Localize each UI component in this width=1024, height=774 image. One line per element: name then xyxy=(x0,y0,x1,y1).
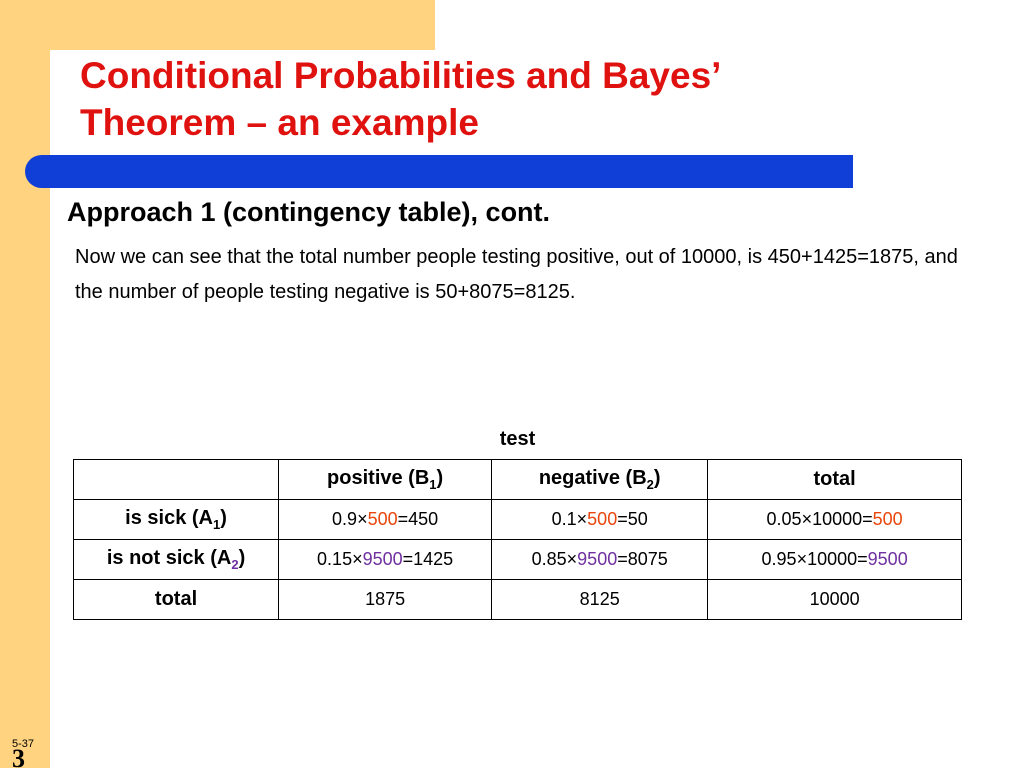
cell-text: 9500 xyxy=(867,549,908,569)
header-cell: negative (B2) xyxy=(491,459,709,500)
cell-text: ) xyxy=(436,467,444,489)
cell-text: =50 xyxy=(617,509,648,529)
table-row: is not sick (A2) 0.15×9500=1425 0.85×9500=… xyxy=(72,539,962,580)
cell-text: 500 xyxy=(587,509,618,529)
table-cell: 0.05×10000=500 xyxy=(707,499,962,540)
cell-text: total xyxy=(813,468,856,490)
blue-bar xyxy=(25,155,853,188)
cell-text: 0.1× xyxy=(551,509,588,529)
cell-text: 1 xyxy=(213,517,221,532)
cell-text: 8125 xyxy=(579,589,620,609)
cell-text: 0.15× xyxy=(317,549,363,569)
header-row: positive (B1) negative (B2) total xyxy=(72,459,962,500)
cell-text: =1425 xyxy=(402,549,454,569)
row-label: is sick (A1) xyxy=(72,499,280,540)
cell-text: 1875 xyxy=(365,589,406,609)
cell-text: 9500 xyxy=(362,549,403,569)
cell-text: =450 xyxy=(397,509,439,529)
table-cell: 0.9×500=450 xyxy=(278,499,493,540)
header-cell: positive (B1) xyxy=(278,459,493,500)
cell-text: ) xyxy=(220,507,227,529)
header-cell: total xyxy=(707,459,962,500)
cell-text: 2 xyxy=(231,557,239,572)
table-cell: 0.15×9500=1425 xyxy=(278,539,493,580)
cell-text: 9500 xyxy=(577,549,618,569)
contingency-table: positive (B1) negative (B2) total is sick (… xyxy=(72,459,962,620)
cell-text: positive (B xyxy=(327,467,430,489)
cell-text: is not sick (A xyxy=(106,547,232,569)
table-cell: 8125 xyxy=(491,579,709,620)
paragraph: Now we can see that the total number peo… xyxy=(75,246,958,303)
row-label: total xyxy=(72,579,280,620)
cell-text: 2 xyxy=(646,477,654,492)
cell-text: 0.95×10000= xyxy=(761,549,868,569)
header-cell xyxy=(72,459,280,500)
cell-text: 0.05×10000= xyxy=(766,509,873,529)
cell-text: 0.85× xyxy=(531,549,578,569)
cell-text: 0.9× xyxy=(332,509,368,529)
cell-text: is sick (A xyxy=(125,507,213,529)
table-cell: 1875 xyxy=(278,579,493,620)
table-cell: 10000 xyxy=(707,579,962,620)
table-row: total 1875 8125 10000 xyxy=(72,579,962,620)
cell-text: total xyxy=(154,588,198,610)
table-cell: 0.85×9500=8075 xyxy=(491,539,709,580)
row-label: is not sick (A2) xyxy=(72,539,280,580)
table-cell: 0.1×500=50 xyxy=(491,499,709,540)
cell-text: ) xyxy=(653,467,661,489)
subtitle: Approach 1 (contingency table), cont. xyxy=(67,197,551,227)
logo: 3 xyxy=(12,744,25,773)
title: Conditional Probabilities and Bayes’ The… xyxy=(80,55,720,143)
top-band xyxy=(0,0,435,50)
cell-text: =8075 xyxy=(617,549,668,569)
table-cell: 0.95×10000=9500 xyxy=(707,539,962,580)
table-row: is sick (A1) 0.9×500=450 0.1×500=50 0.05×10… xyxy=(72,499,962,540)
cell-text: 10000 xyxy=(809,589,860,609)
cell-text: negative (B xyxy=(538,467,647,489)
slide-number: 5-37 xyxy=(12,738,35,750)
cell-text: 500 xyxy=(872,509,903,529)
cell-text: 1 xyxy=(429,477,437,492)
left-band xyxy=(0,0,50,768)
table-caption: test xyxy=(499,428,536,450)
cell-text: 500 xyxy=(367,509,398,529)
cell-text: ) xyxy=(238,547,246,569)
